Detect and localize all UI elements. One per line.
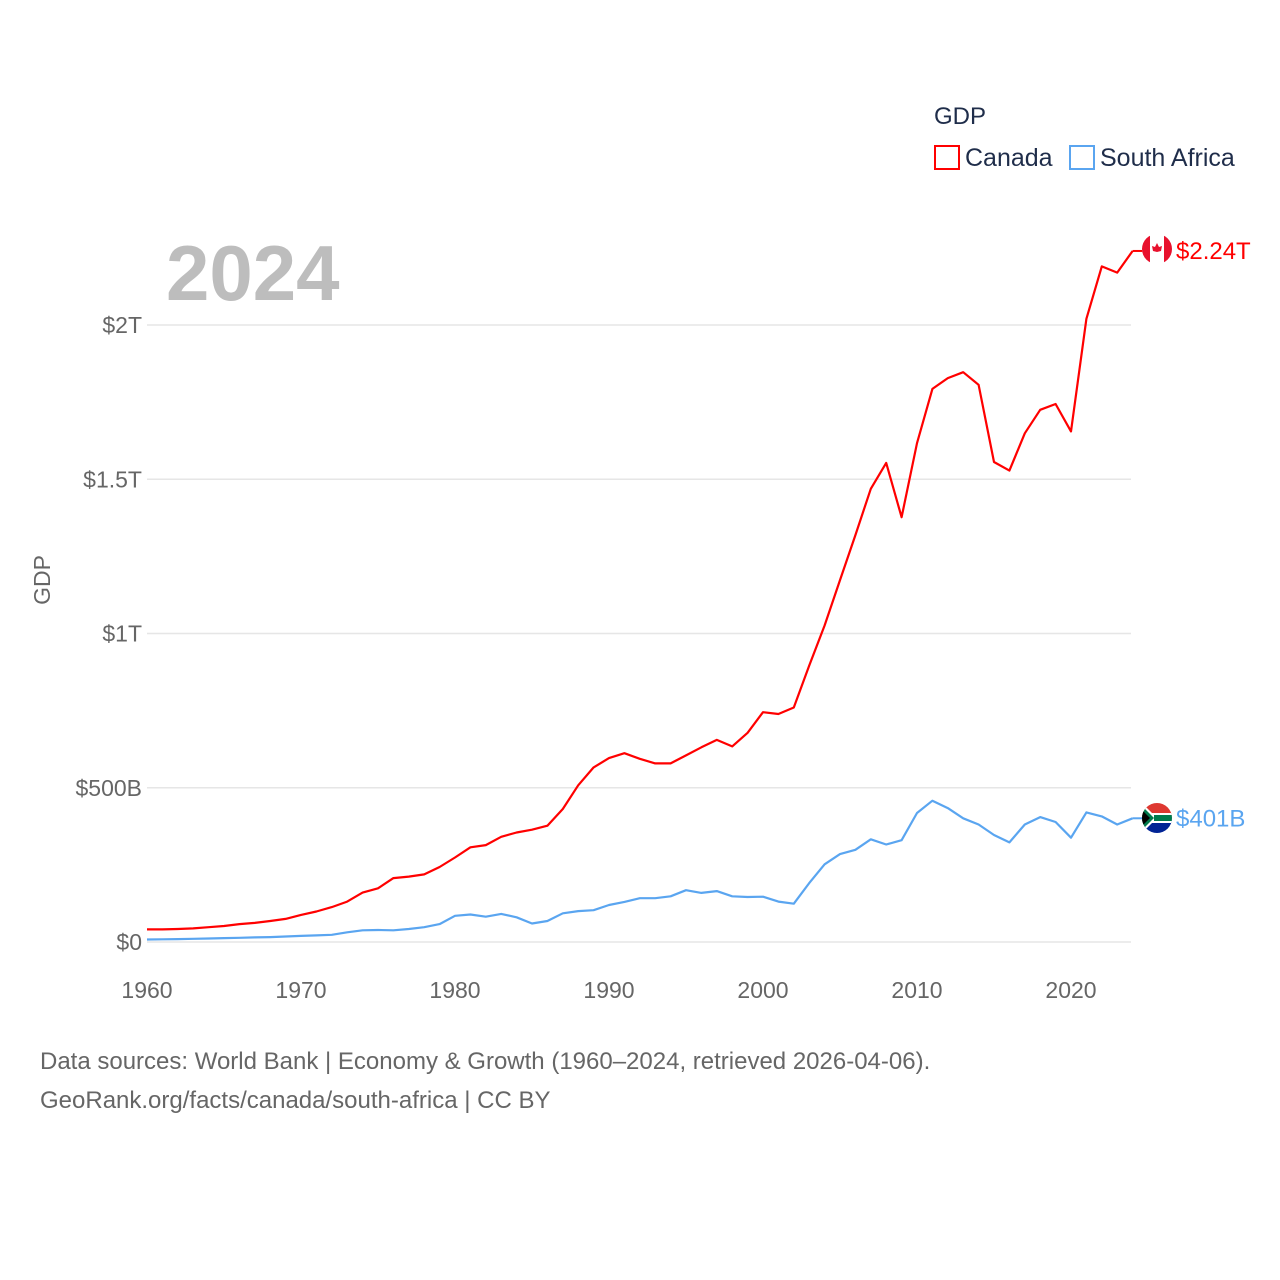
footer-source: Data sources: World Bank | Economy & Gro… (40, 1042, 930, 1120)
footer-source-line: Data sources: World Bank | Economy & Gro… (40, 1048, 931, 1075)
legend-title: GDP (934, 103, 986, 130)
legend-label-canada[interactable]: Canada (965, 144, 1053, 172)
end-value-label: $401B (1176, 805, 1245, 832)
footer-link-line[interactable]: GeoRank.org/facts/canada/south-africa | … (40, 1087, 551, 1114)
x-tick-label: 2000 (737, 977, 788, 1003)
series-line-canada (147, 250, 1134, 931)
south-africa-flag-icon (1142, 803, 1172, 833)
y-tick-label: $1.5T (83, 466, 142, 492)
x-tick-label: 1960 (121, 977, 172, 1003)
legend: GDP Canada South Africa (934, 103, 1235, 172)
canada-flag-icon (1142, 234, 1172, 264)
legend-swatch-canada[interactable] (934, 145, 960, 170)
x-tick-label: 1990 (583, 977, 634, 1003)
y-tick-label: $1T (102, 621, 142, 647)
legend-label-south-africa[interactable]: South Africa (1100, 144, 1235, 172)
y-axis-label: GDP (29, 555, 55, 605)
x-tick-label: 2020 (1045, 977, 1096, 1003)
series-line-south-africa (146, 799, 1134, 941)
x-tick-label: 1970 (275, 977, 326, 1003)
y-tick-label: $2T (102, 312, 142, 338)
year-label: 2024 (166, 229, 340, 317)
y-tick-label: $500B (75, 775, 142, 801)
legend-swatch-south-africa[interactable] (1069, 145, 1095, 170)
x-tick-label: 2010 (891, 977, 942, 1003)
x-tick-label: 1980 (429, 977, 480, 1003)
y-tick-label: $0 (116, 929, 142, 955)
end-value-label: $2.24T (1176, 238, 1251, 265)
